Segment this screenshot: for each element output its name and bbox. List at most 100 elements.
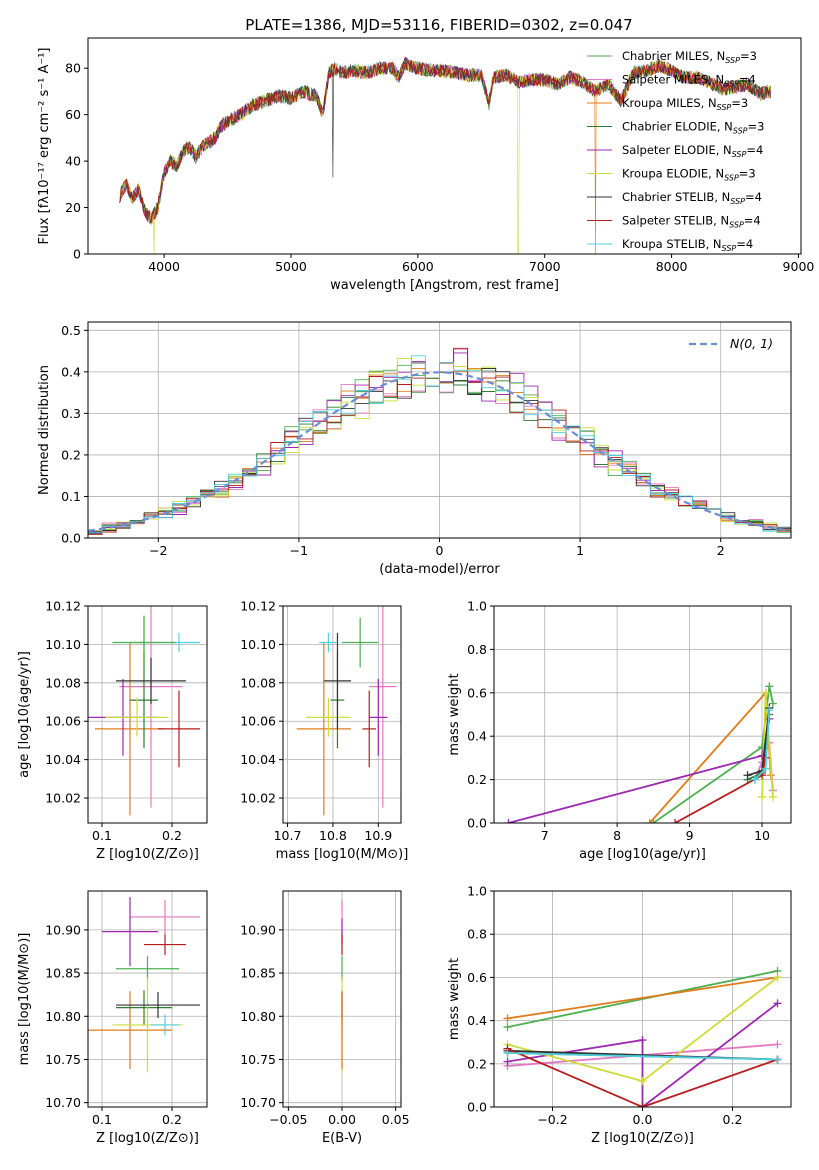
y-tick-label: 10.90	[45, 922, 81, 937]
weight-line	[507, 1052, 778, 1061]
error-point	[369, 678, 388, 756]
spectrum-line	[119, 56, 771, 224]
y-tick-label: 10.70	[45, 1095, 81, 1110]
error-point	[95, 642, 165, 816]
residual-legend: N(0, 1)	[689, 336, 773, 351]
weight-marker	[503, 1049, 512, 1057]
y-tick-label: 10.12	[45, 599, 81, 614]
y-tick-label: 60	[65, 107, 81, 122]
y-tick-label: 10.10	[45, 637, 81, 652]
x-tick-label: 8	[613, 828, 621, 843]
plot-area	[296, 606, 397, 816]
x-tick-label: 1	[576, 543, 584, 558]
plots-layer: 4000 5000 6000 7000 8000 9000020406080wavelen…	[17, 37, 814, 1146]
y-tick-label: 10.08	[45, 675, 81, 690]
figure-title: PLATE=1386, MJD=53116, FIBERID=0302, z=0…	[245, 16, 632, 34]
x-axis-label: Z [log10(Z/Z⊙)]	[96, 847, 199, 862]
y-tick-label: 10.02	[45, 791, 81, 806]
weight-marker	[761, 688, 770, 697]
chart-mass_vs_Z: 0.1 0.2 10.70 10.75 10.80 10.85 10.90 Z [log10(…	[17, 890, 208, 1146]
y-tick-label: 0.5	[61, 323, 81, 338]
chart-age_vs_mass: 10.7 10.8 10.9 10.02 10.04 10.06 10.08 10.10 10.…	[240, 599, 408, 863]
error-point	[105, 698, 169, 737]
weight-marker	[503, 1057, 512, 1066]
y-tick-label: 80	[65, 61, 81, 76]
plot-area	[119, 56, 771, 254]
weight-line	[507, 976, 778, 1020]
x-tick-label: −0.2	[537, 1112, 567, 1127]
x-tick-label: −0.05	[269, 1112, 307, 1127]
y-tick-label: 10.80	[45, 1009, 81, 1024]
y-axis-label: mass weight	[447, 673, 462, 755]
error-point	[144, 934, 186, 955]
weight-marker	[649, 819, 658, 823]
weight-marker	[743, 771, 752, 780]
error-point	[158, 690, 200, 768]
x-tick-label: 10	[754, 828, 770, 843]
y-tick-label: 10.85	[240, 966, 276, 981]
y-tick-label: 0.8	[467, 642, 487, 657]
error-point	[362, 690, 377, 768]
y-tick-label: 0.6	[467, 970, 487, 985]
x-tick-label: 4000	[148, 259, 180, 274]
x-tick-label: 2	[717, 543, 725, 558]
error-point	[116, 955, 179, 982]
error-point	[342, 617, 379, 668]
histogram-step	[88, 355, 791, 534]
legend-label: Chabrier MILES, NSSP=3	[622, 49, 757, 65]
x-tick-label: 0.1	[92, 1112, 112, 1127]
y-tick-label: 10.75	[240, 1052, 276, 1067]
weight-marker	[504, 819, 513, 823]
x-tick-label: 0.2	[162, 828, 182, 843]
x-tick-label: 10.8	[319, 828, 347, 843]
y-tick-label: 10.85	[45, 966, 81, 981]
weight-marker	[768, 792, 777, 801]
error-point	[305, 698, 352, 737]
y-tick-label: 0.0	[467, 1100, 487, 1115]
y-tick-label: 10.70	[240, 1095, 276, 1110]
chart-weight_vs_age: 7 8 9 10 0.0 0.2 0.4 0.6 0.8 1.0 age [log10(age/yr…	[447, 599, 792, 862]
x-tick-label: 0.2	[162, 1112, 182, 1127]
legend-label: Salpeter MILES, NSSP=4	[622, 73, 756, 89]
y-tick-label: 0	[73, 247, 81, 262]
weight-marker	[765, 706, 774, 715]
weight-marker	[638, 1103, 647, 1107]
x-tick-label: 0.00	[328, 1112, 356, 1127]
y-axis-label: Normed distribution	[37, 365, 52, 495]
chart-age_vs_Z: 0.1 0.2 10.02 10.04 10.06 10.08 10.10 10.12 Z [l…	[17, 599, 208, 862]
weight-marker	[768, 699, 777, 708]
weight-marker	[765, 682, 774, 691]
x-tick-label: 10.7	[274, 828, 302, 843]
y-tick-label: 10.04	[45, 752, 81, 767]
y-tick-label: 0.8	[467, 927, 487, 942]
x-axis-label: Z [log10(Z/Z⊙)]	[96, 1131, 199, 1146]
legend-label: Salpeter ELODIE, NSSP=4	[622, 143, 763, 159]
plot-area	[503, 966, 782, 1107]
legend-label: Chabrier STELIB, NSSP=4	[622, 190, 762, 206]
error-point	[88, 991, 172, 1069]
weight-marker	[750, 775, 759, 784]
y-tick-label: 1.0	[467, 884, 487, 899]
normal-curve	[88, 371, 791, 532]
weight-marker	[758, 792, 767, 801]
x-tick-label: 0.05	[382, 1112, 410, 1127]
chart-mass_vs_ebv: −0.05 0.00 0.05 10.70 10.75 10.80 10.85 10.90 E(…	[240, 890, 410, 1146]
axes-frame	[87, 890, 208, 1108]
y-tick-label: 10.02	[240, 791, 276, 806]
axes-frame	[493, 605, 792, 824]
weight-marker	[773, 1040, 782, 1049]
error-point	[296, 642, 352, 816]
x-tick-label: 7000	[529, 259, 561, 274]
y-tick-label: 0.0	[61, 531, 81, 546]
x-tick-label: 10.9	[364, 828, 392, 843]
y-axis-label: Flux [fλ10⁻¹⁷ erg cm⁻² s⁻¹ A⁻¹]	[37, 48, 52, 245]
y-tick-label: 10.06	[240, 714, 276, 729]
error-point	[151, 1014, 179, 1036]
error-point	[323, 632, 352, 729]
x-tick-label: 8000	[656, 259, 688, 274]
legend-label: Salpeter STELIB, NSSP=4	[622, 214, 761, 230]
y-tick-label: 10.12	[240, 599, 276, 614]
x-axis-label: wavelength [Angstrom, rest frame]	[330, 278, 559, 293]
x-tick-label: −1	[290, 543, 308, 558]
